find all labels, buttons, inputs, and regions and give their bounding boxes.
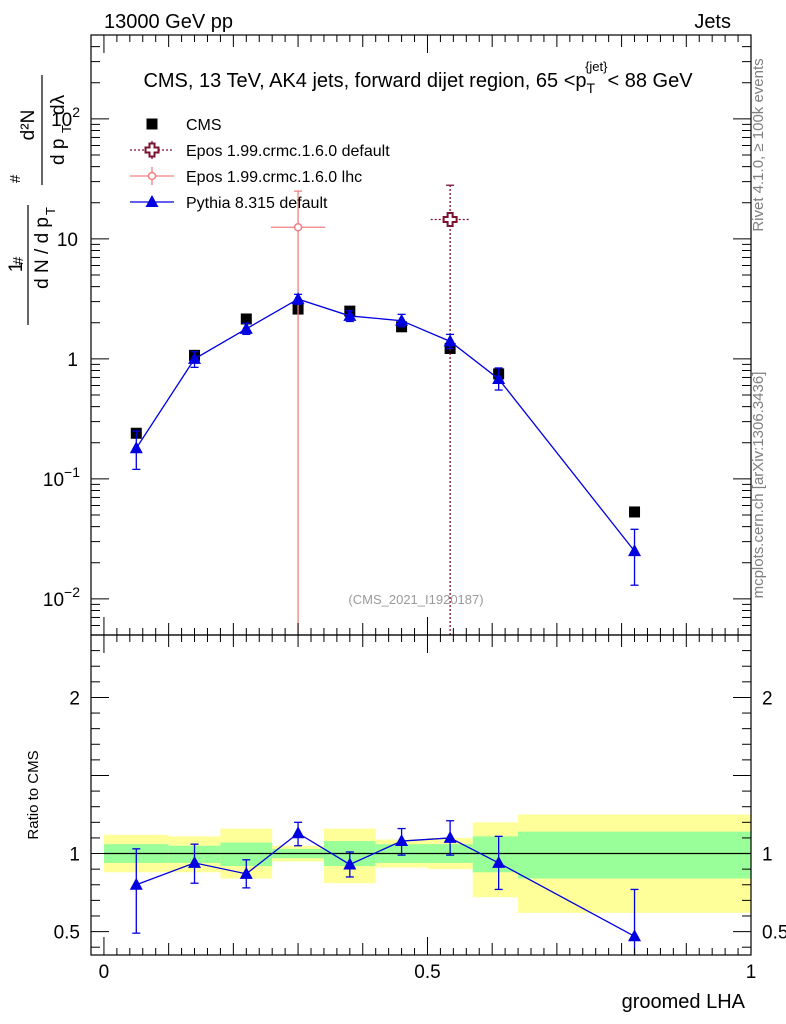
pythia-point	[343, 308, 357, 321]
y-tick-label: 10−1	[43, 464, 80, 491]
y-label-d2n: d²N	[18, 110, 39, 141]
ratio-pythia-point	[492, 855, 506, 868]
category-label: Jets	[694, 11, 731, 33]
epos_default-point	[442, 212, 458, 228]
ratio-pythia-point	[129, 877, 143, 890]
ratio-y-axis-label: Ratio to CMS	[25, 750, 42, 839]
y-label-one: 1	[6, 262, 27, 273]
ratio-pythia-point	[343, 857, 357, 870]
legend-marker-epos-default	[144, 142, 160, 158]
pythia-point	[628, 544, 642, 557]
ratio-pythia-point	[443, 830, 457, 843]
pythia-point	[239, 321, 253, 334]
main-y-axis-label: # 1 d N / d p T # d²N d p T dλ	[6, 75, 74, 325]
x-tick-label: 0.5	[414, 962, 440, 983]
x-tick-label: 1	[746, 962, 757, 983]
y-tick-label: 1	[67, 350, 78, 371]
legend-marker-epos-lhc	[147, 171, 157, 181]
series-pythia	[129, 292, 642, 586]
uncertainty-band-inner	[220, 842, 273, 867]
pythia-line	[135, 298, 636, 552]
epos_lhc-point	[293, 222, 303, 232]
y-label-hash-2: #	[7, 174, 24, 183]
y-label-hash-1: #	[10, 256, 27, 265]
ratio-pythia-point	[395, 834, 409, 847]
y-label-dl: dλ	[48, 94, 69, 115]
uncertainty-band-inner	[518, 831, 751, 879]
ratio-y-tick-label: 2	[69, 688, 80, 709]
ratio-y-tick-label-right: 0.5	[762, 923, 786, 944]
analysis-watermark: (CMS_2021_I1920187)	[348, 592, 483, 607]
chart-title: CMS, 13 TeV, AK4 jets, forward dijet reg…	[143, 59, 693, 96]
series-epos_default	[430, 184, 470, 635]
pythia-point	[291, 292, 305, 305]
legend-label-epos_default: Epos 1.99.crmc.1.6.0 default	[186, 143, 390, 160]
legend-marker-cms	[146, 118, 158, 130]
ratio-y-tick-label: 0.5	[54, 923, 80, 944]
ratio-y-tick-label: 1	[69, 845, 80, 866]
x-tick-label: 0	[99, 962, 110, 983]
legend-marker-pythia	[145, 195, 159, 207]
y-tick-label: 10	[57, 230, 78, 251]
y-label-dn: d N / d p	[32, 217, 53, 289]
y-tick-label: 10−2	[43, 584, 80, 611]
y-label-dpt: d p	[48, 139, 69, 165]
pythia-point	[443, 334, 457, 347]
pythia-point	[395, 313, 409, 326]
ratio-y-tick-label-right: 1	[762, 845, 773, 866]
legend-item-cms: CMS	[146, 117, 222, 134]
series-cms	[130, 303, 641, 518]
ratio-plot-frame	[90, 634, 752, 956]
ratio-panel: 0.5 0.51 12 20 0.5 1	[54, 634, 786, 983]
cms-point	[629, 506, 641, 518]
ratio-pythia-point	[188, 855, 202, 868]
y-label-t2: T	[59, 125, 74, 133]
legend-label-epos_lhc: Epos 1.99.crmc.1.6.0 lhc	[186, 169, 362, 186]
legend-item-epos_lhc: Epos 1.99.crmc.1.6.0 lhc	[130, 167, 362, 186]
ratio-pythia-point	[628, 929, 642, 942]
series-epos_lhc	[270, 190, 326, 635]
ratio-pythia-point	[239, 866, 253, 879]
legend-item-pythia: Pythia 8.315 default	[130, 195, 328, 212]
x-axis-label: groomed LHA	[622, 991, 746, 1013]
cms-point	[240, 313, 252, 325]
legend-label-pythia: Pythia 8.315 default	[186, 195, 328, 212]
mcplots-label: mcplots.cern.ch [arXiv:1306.3436]	[750, 372, 767, 599]
energy-label: 13000 GeV pp	[104, 11, 233, 33]
y-label-t1: T	[43, 207, 58, 215]
main-panel: 10−2 10−1 1 10 102	[43, 34, 752, 636]
pythia-point	[188, 351, 202, 364]
ratio-pythia-point	[291, 826, 305, 839]
ratio-y-tick-label-right: 2	[762, 688, 773, 709]
pythia-point	[129, 441, 143, 454]
rivet-version-label: Rivet 4.1.0, ≥ 100k events	[750, 58, 767, 231]
y-tick-label: 102	[51, 104, 80, 131]
legend-item-epos_default: Epos 1.99.crmc.1.6.0 default	[130, 141, 390, 160]
legend: CMS Epos 1.99.crmc.1.6.0 default Epos 1.99…	[130, 117, 390, 212]
legend-label-cms: CMS	[186, 117, 222, 134]
pythia-point	[492, 371, 506, 384]
ratio-series-pythia	[129, 820, 642, 955]
